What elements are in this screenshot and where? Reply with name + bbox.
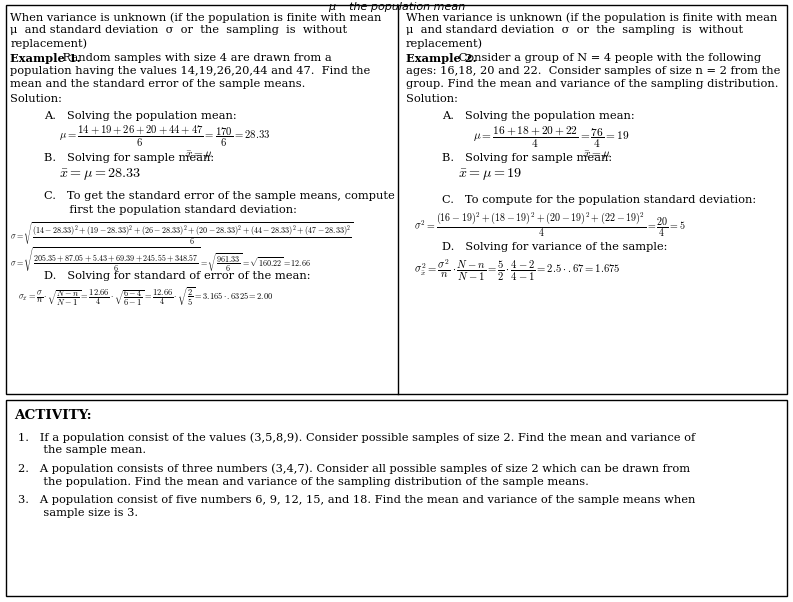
Text: Example 1.: Example 1. xyxy=(10,53,81,64)
Text: When variance is unknown (if the population is finite with mean: When variance is unknown (if the populat… xyxy=(10,12,381,23)
Text: A.   Solving the population mean:: A. Solving the population mean: xyxy=(442,111,634,121)
Text: μ  and standard deviation  σ  or  the  sampling  is  without: μ and standard deviation σ or the sampli… xyxy=(406,25,743,36)
Text: μ  and standard deviation  σ  or  the  sampling  is  without: μ and standard deviation σ or the sampli… xyxy=(10,25,347,36)
Text: population having the values 14,19,26,20,44 and 47.  Find the: population having the values 14,19,26,20… xyxy=(10,66,370,76)
Text: $\mu=\dfrac{16+18+20+22}{4}=\dfrac{76}{4}=19$: $\mu=\dfrac{16+18+20+22}{4}=\dfrac{76}{4… xyxy=(473,124,630,149)
Text: replacement): replacement) xyxy=(10,39,87,49)
Text: $\sigma^2=\dfrac{(16-19)^2+(18-19)^2+(20-19)^2+(22-19)^2}{4}=\dfrac{20}{4}=5$: $\sigma^2=\dfrac{(16-19)^2+(18-19)^2+(20… xyxy=(414,211,685,239)
Text: the sample mean.: the sample mean. xyxy=(18,445,147,456)
Text: Random samples with size 4 are drawn from a: Random samples with size 4 are drawn fro… xyxy=(59,53,332,63)
Text: Solution:: Solution: xyxy=(406,94,458,104)
Text: 2.   A population consists of three numbers (3,4,7). Consider all possible sampl: 2. A population consists of three number… xyxy=(18,464,691,474)
Text: ages: 16,18, 20 and 22.  Consider samples of size n = 2 from the: ages: 16,18, 20 and 22. Consider samples… xyxy=(406,66,780,76)
Text: mean and the standard error of the sample means.: mean and the standard error of the sampl… xyxy=(10,79,305,90)
Text: $\sigma=\sqrt{\dfrac{(14-28.33)^2+(19-28.33)^2+(26-28.33)^2+(20-28.33)^2+(44-28.: $\sigma=\sqrt{\dfrac{(14-28.33)^2+(19-28… xyxy=(10,220,354,247)
Bar xyxy=(6,400,787,596)
Text: $\bar{x}=\mu=19$: $\bar{x}=\mu=19$ xyxy=(458,166,522,182)
Text: B.   Solving for sample mean:: B. Solving for sample mean: xyxy=(44,153,214,163)
Text: ACTIVITY:: ACTIVITY: xyxy=(14,409,92,423)
Text: the population. Find the mean and variance of the sampling distribution of the s: the population. Find the mean and varian… xyxy=(18,477,589,487)
Text: A.   Solving the population mean:: A. Solving the population mean: xyxy=(44,111,236,121)
Text: Example 2.: Example 2. xyxy=(406,53,477,64)
Text: $\sigma^2_{\bar{x}}=\dfrac{\sigma^2}{n}\cdot\dfrac{N-n}{N-1}=\dfrac{5}{2}\cdot\d: $\sigma^2_{\bar{x}}=\dfrac{\sigma^2}{n}\… xyxy=(414,258,620,283)
Text: C.   To compute for the population standard deviation:: C. To compute for the population standar… xyxy=(442,195,756,205)
Text: C.   To get the standard error of the sample means, compute: C. To get the standard error of the samp… xyxy=(44,191,394,202)
Text: sample size is 3.: sample size is 3. xyxy=(18,508,138,518)
Text: 3.   A population consist of five numbers 6, 9, 12, 15, and 18. Find the mean an: 3. A population consist of five numbers … xyxy=(18,495,695,505)
Text: replacement): replacement) xyxy=(406,39,483,49)
Text: $\sigma_{\bar{x}}=\dfrac{\sigma}{n}\cdot\sqrt{\dfrac{N-n}{N-1}}=\dfrac{12.66}{4}: $\sigma_{\bar{x}}=\dfrac{\sigma}{n}\cdot… xyxy=(18,285,274,308)
Text: $\bar{x}=\mu$: $\bar{x}=\mu$ xyxy=(185,149,213,162)
Text: first the population standard deviation:: first the population standard deviation: xyxy=(44,205,297,215)
Text: Consider a group of N = 4 people with the following: Consider a group of N = 4 people with th… xyxy=(455,53,761,63)
Text: $\bar{x}=\mu$: $\bar{x}=\mu$ xyxy=(583,149,611,162)
Text: $\bar{x}=\mu=28.33$: $\bar{x}=\mu=28.33$ xyxy=(59,166,142,182)
Text: D.   Solving for standard of error of the mean:: D. Solving for standard of error of the … xyxy=(44,271,310,281)
Text: μ    the population mean: μ the population mean xyxy=(328,2,465,12)
Text: B.   Solving for sample mean:: B. Solving for sample mean: xyxy=(442,153,612,163)
Bar xyxy=(6,5,787,394)
Text: 1.   If a population consist of the values (3,5,8,9). Consider possible samples : 1. If a population consist of the values… xyxy=(18,432,695,443)
Text: Solution:: Solution: xyxy=(10,94,62,104)
Text: $\mu =\dfrac{14+19+26+20+44+47}{6}=\dfrac{170}{6}=28.33$: $\mu =\dfrac{14+19+26+20+44+47}{6}=\dfra… xyxy=(59,124,271,149)
Text: When variance is unknown (if the population is finite with mean: When variance is unknown (if the populat… xyxy=(406,12,777,23)
Text: group. Find the mean and variance of the sampling distribution.: group. Find the mean and variance of the… xyxy=(406,79,779,90)
Text: D.   Solving for variance of the sample:: D. Solving for variance of the sample: xyxy=(442,242,667,252)
Text: $\sigma=\sqrt{\dfrac{205.35+87.05+5.43+69.39+245.55+348.57}{6}}=\sqrt{\dfrac{961: $\sigma=\sqrt{\dfrac{205.35+87.05+5.43+6… xyxy=(10,246,311,274)
